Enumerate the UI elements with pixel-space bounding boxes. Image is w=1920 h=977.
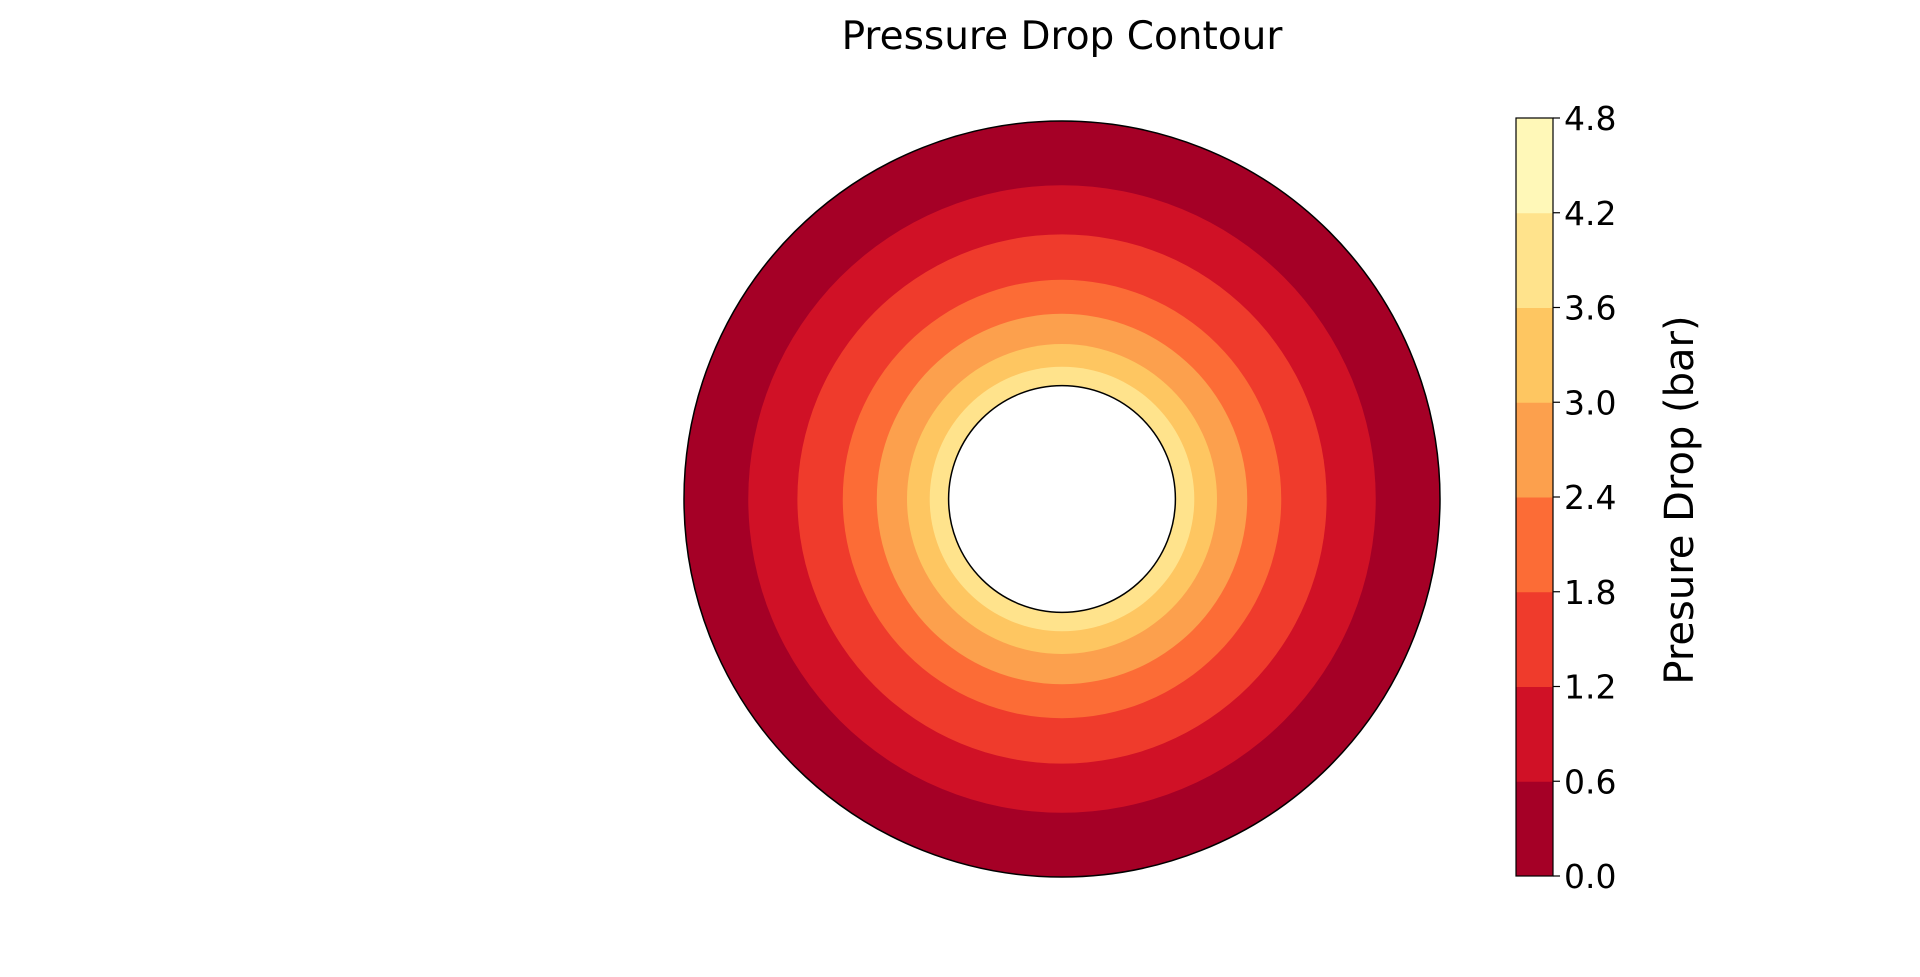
annulus-hole [948, 385, 1176, 613]
colorbar-tick-label: 1.2 [1564, 668, 1616, 707]
colorbar-segment-0.6 [1516, 686, 1553, 782]
colorbar-tick-label: 0.6 [1564, 762, 1616, 801]
colorbar-segment-1.2 [1516, 591, 1553, 687]
colorbar-tick-label: 0.0 [1564, 857, 1616, 896]
chart-title: Pressure Drop Contour [841, 14, 1283, 59]
colorbar-label: Presure Drop (bar) [1657, 315, 1703, 684]
colorbar-segment-3.6 [1516, 212, 1553, 308]
colorbar-tick-label: 1.8 [1564, 573, 1616, 612]
colorbar-tick-label: 3.0 [1564, 383, 1616, 422]
annulus-outlines [683, 120, 1441, 878]
colorbar-segment-3.0 [1516, 307, 1553, 403]
colorbar-tick-label: 4.2 [1564, 194, 1616, 233]
outer-boundary [683, 120, 1441, 878]
colorbar-tick-label: 4.8 [1564, 99, 1616, 138]
colorbar-segment-2.4 [1516, 402, 1553, 498]
colorbar-segment-0.0 [1516, 781, 1553, 877]
colorbar-segment-1.8 [1516, 497, 1553, 593]
colorbar-segment-4.2 [1516, 118, 1553, 214]
colorbar-tick-label: 3.6 [1564, 289, 1616, 328]
colorbar: 0.0 0.6 1.2 1.8 2.4 3.0 3.6 4.2 4.8 [1515, 99, 1616, 896]
colorbar-tick-label: 2.4 [1564, 478, 1616, 517]
inner-boundary [947, 384, 1177, 614]
contour-bands [684, 121, 1440, 877]
